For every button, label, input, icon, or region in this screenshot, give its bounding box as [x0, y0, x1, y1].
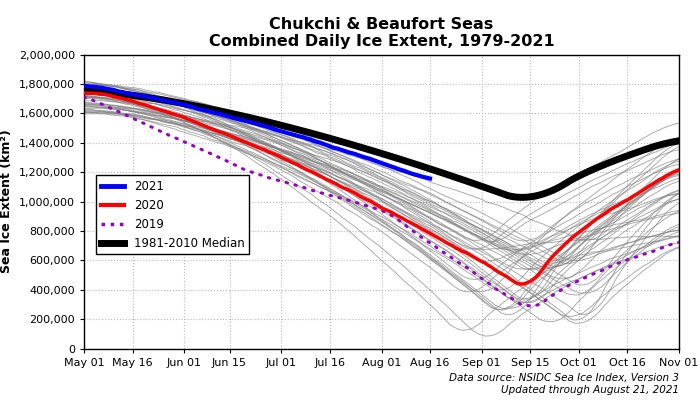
Title: Chukchi & Beaufort Seas
Combined Daily Ice Extent, 1979-2021: Chukchi & Beaufort Seas Combined Daily I…	[209, 17, 554, 49]
Text: Data source: NSIDC Sea Ice Index, Version 3
Updated through August 21, 2021: Data source: NSIDC Sea Ice Index, Versio…	[449, 373, 679, 395]
Y-axis label: Sea Ice Extent (km²): Sea Ice Extent (km²)	[0, 130, 13, 273]
Legend: 2021, 2020, 2019, 1981-2010 Median: 2021, 2020, 2019, 1981-2010 Median	[96, 175, 249, 255]
